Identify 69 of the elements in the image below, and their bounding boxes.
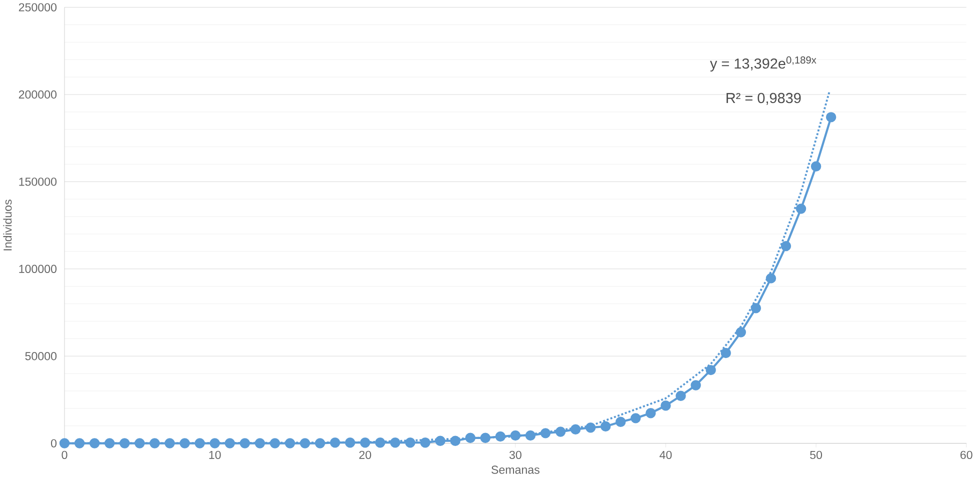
annotation: y = 13,392e$^{0,189x}$: [710, 56, 816, 72]
point: [360, 437, 370, 448]
point: [646, 408, 656, 418]
point: [180, 438, 190, 448]
x-tick-label: 40: [660, 450, 672, 459]
point: [74, 438, 85, 448]
point: [134, 438, 145, 448]
x-tick-label: 0: [62, 450, 68, 459]
point: [690, 380, 701, 390]
point: [194, 438, 205, 448]
point: [314, 438, 326, 448]
point: [284, 438, 296, 448]
point: [240, 438, 250, 448]
x-tick-label: 20: [359, 450, 372, 459]
y-tick-label: 50000: [25, 352, 57, 360]
point: [706, 364, 716, 376]
point: [59, 438, 70, 448]
y-tick-label: 250000: [18, 3, 57, 12]
point: [300, 438, 310, 448]
point: [600, 421, 611, 432]
point: [254, 438, 266, 448]
point: [89, 438, 100, 448]
y-tick-label: 100000: [19, 264, 57, 273]
point: [630, 413, 641, 424]
point: [405, 437, 416, 448]
point: [375, 437, 386, 448]
point: [344, 437, 356, 448]
point: [525, 430, 536, 441]
point: [120, 438, 130, 448]
point: [420, 437, 430, 448]
point: [676, 390, 686, 401]
point: [570, 424, 581, 434]
y-tick-label: 200000: [18, 90, 57, 99]
x-tick-label: 30: [509, 450, 522, 459]
point: [555, 426, 566, 437]
point: [480, 432, 490, 443]
x-tick-label: 60: [960, 450, 972, 459]
point: [495, 431, 506, 442]
point: [540, 428, 551, 438]
point: [390, 437, 400, 448]
x-axis-title: Semanas: [492, 466, 540, 474]
point: [810, 161, 822, 172]
point: [510, 430, 521, 441]
point: [150, 438, 160, 448]
point: [330, 437, 340, 448]
point: [720, 348, 731, 358]
point: [270, 438, 280, 448]
point: [164, 438, 175, 448]
point: [826, 112, 836, 122]
point: [780, 240, 792, 252]
point: [750, 302, 762, 314]
point: [450, 436, 460, 446]
y-tick-label: 0: [50, 439, 57, 448]
point: [585, 422, 596, 433]
point: [660, 400, 671, 411]
y-axis-title: Individuos: [3, 200, 12, 250]
point: [435, 436, 446, 446]
point: [796, 204, 806, 214]
point: [465, 432, 476, 443]
point: [616, 416, 626, 427]
x-tick-label: 10: [209, 450, 221, 459]
x-tick-label: 50: [810, 450, 822, 459]
point: [210, 438, 220, 448]
annotation: R² = 0,9839: [726, 92, 801, 105]
point: [104, 438, 115, 448]
point: [224, 438, 235, 448]
point: [736, 327, 746, 338]
point: [766, 273, 776, 284]
y-tick-label: 150000: [19, 178, 57, 186]
